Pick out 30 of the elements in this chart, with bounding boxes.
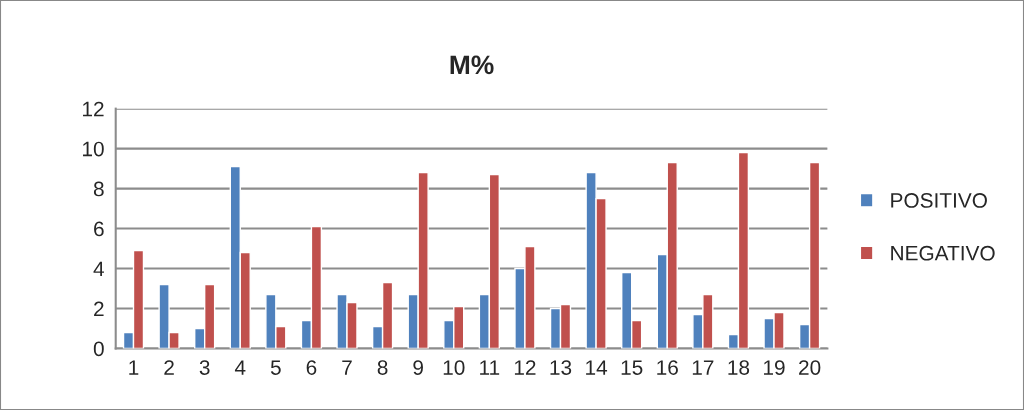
x-tick-label: 4 bbox=[234, 360, 246, 375]
legend-label: NEGATIVO bbox=[891, 245, 995, 261]
x-tick-label: 5 bbox=[270, 360, 281, 375]
x-tick-label: 7 bbox=[342, 360, 352, 375]
x-tick-label: 10 bbox=[443, 360, 465, 375]
x-tick-label: 19 bbox=[764, 360, 785, 375]
chart-title: M% bbox=[450, 55, 494, 75]
x-tick-label: 1 bbox=[129, 360, 139, 375]
x-tick-label: 3 bbox=[199, 360, 210, 375]
x-tick-label: 16 bbox=[657, 360, 678, 375]
x-tick-label: 9 bbox=[413, 360, 423, 375]
x-tick-label: 6 bbox=[306, 360, 317, 375]
x-tick-label: 17 bbox=[692, 360, 714, 375]
x-tick-label: 8 bbox=[377, 360, 388, 375]
x-tick-label: 11 bbox=[480, 360, 500, 375]
x-tick-label: 2 bbox=[164, 360, 174, 375]
y-tick-label: 12 bbox=[83, 101, 104, 117]
y-tick-label: 10 bbox=[83, 141, 104, 157]
y-tick-label: 0 bbox=[93, 341, 104, 357]
y-tick-label: 4 bbox=[93, 261, 104, 277]
x-tick-label: 18 bbox=[728, 360, 750, 375]
x-tick-label: 20 bbox=[799, 360, 821, 375]
y-tick-label: 2 bbox=[94, 301, 104, 317]
x-tick-label: 12 bbox=[514, 360, 536, 375]
y-tick-label: 6 bbox=[94, 221, 104, 237]
y-tick-label: 8 bbox=[93, 181, 104, 197]
x-tick-label: 13 bbox=[550, 360, 572, 375]
legend-label: POSITIVO bbox=[891, 193, 987, 208]
x-tick-label: 15 bbox=[621, 360, 643, 375]
x-tick-label: 14 bbox=[586, 360, 608, 375]
